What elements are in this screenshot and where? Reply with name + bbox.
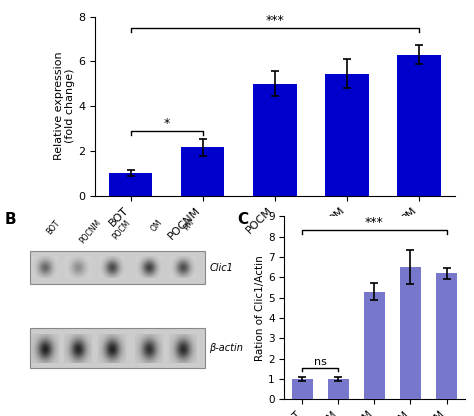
Bar bbox=[109, 173, 153, 196]
Text: β-actin: β-actin bbox=[210, 343, 243, 353]
Text: POCNM: POCNM bbox=[78, 218, 103, 245]
Bar bbox=[436, 273, 457, 399]
Bar bbox=[181, 147, 225, 196]
Bar bbox=[364, 292, 385, 399]
Text: B: B bbox=[5, 212, 17, 227]
Text: C: C bbox=[237, 212, 248, 227]
Text: ***: *** bbox=[265, 14, 284, 27]
Text: BOT: BOT bbox=[45, 218, 62, 236]
Bar bbox=[253, 84, 297, 196]
Bar bbox=[397, 54, 441, 196]
Bar bbox=[292, 379, 313, 399]
Bar bbox=[30, 328, 205, 368]
Text: POCM: POCM bbox=[111, 218, 133, 241]
Text: Clic1: Clic1 bbox=[210, 262, 233, 272]
Text: OM: OM bbox=[149, 218, 164, 233]
Text: PM: PM bbox=[182, 218, 196, 233]
Text: *: * bbox=[164, 116, 170, 129]
Bar bbox=[30, 251, 205, 284]
Y-axis label: Relative expression
(fold change): Relative expression (fold change) bbox=[54, 52, 75, 161]
Text: ***: *** bbox=[365, 215, 384, 228]
Bar bbox=[325, 74, 369, 196]
Y-axis label: Ration of Clic1/Actin: Ration of Clic1/Actin bbox=[255, 255, 265, 361]
Bar bbox=[328, 379, 349, 399]
Bar bbox=[400, 267, 421, 399]
Text: ns: ns bbox=[314, 357, 327, 367]
